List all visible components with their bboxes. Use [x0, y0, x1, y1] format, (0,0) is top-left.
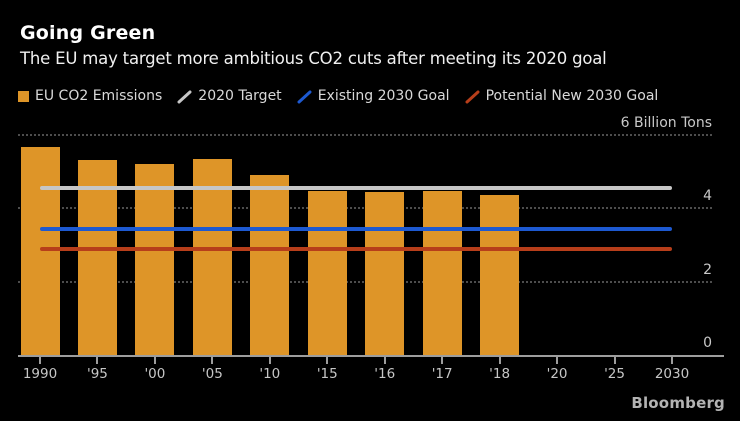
- x-axis-tick: [326, 357, 329, 364]
- x-axis-tick-label: '16: [374, 366, 396, 382]
- bar-'18: [480, 194, 520, 355]
- x-axis-tick-label: 2030: [654, 366, 690, 382]
- x-axis-tick-label: 1990: [22, 366, 58, 382]
- x-axis-tick: [556, 357, 559, 364]
- x-axis-tick: [613, 357, 616, 364]
- legend-square-swatch-icon: [18, 90, 29, 102]
- bar-'05: [192, 159, 232, 355]
- bar-'16: [365, 192, 405, 355]
- x-axis-tick-label: '15: [316, 366, 338, 382]
- x-axis-tick: [498, 357, 501, 364]
- chart-subtitle: The EU may target more ambitious CO2 cut…: [20, 49, 607, 68]
- legend-item: Potential New 2030 Goal: [465, 88, 659, 104]
- x-axis-tick-label: '18: [489, 366, 511, 382]
- bloomberg-logo: Bloomberg: [631, 394, 725, 412]
- x-axis-tick: [96, 357, 99, 364]
- gridline: [18, 207, 712, 210]
- bar-'15: [307, 191, 347, 355]
- reference-line-2020-target: [40, 186, 672, 191]
- y-axis-tick-label: 0: [703, 335, 712, 351]
- x-axis-tick: [153, 357, 156, 364]
- x-axis-tick: [268, 357, 271, 364]
- legend-item-label: Potential New 2030 Goal: [485, 88, 659, 104]
- x-axis-tick-label: '10: [259, 366, 281, 382]
- bar-'10: [250, 175, 290, 355]
- x-axis-tick: [383, 357, 386, 364]
- legend-line-swatch-icon: [297, 89, 312, 104]
- x-axis-tick-label: '25: [604, 366, 625, 382]
- legend-item-label: EU CO2 Emissions: [35, 88, 163, 104]
- reference-line-existing-2030-goal: [40, 226, 672, 231]
- bar-'00: [135, 163, 175, 355]
- y-axis-tick-label: 6 Billion Tons: [620, 115, 712, 131]
- reference-line-potential-new-2030-goal: [40, 246, 672, 251]
- legend-line-swatch-icon: [177, 89, 192, 104]
- legend-item: EU CO2 Emissions: [18, 88, 162, 104]
- bar-'17: [422, 190, 462, 355]
- chart-title: Going Green: [20, 22, 156, 44]
- x-axis-tick: [441, 357, 444, 364]
- legend-item: Existing 2030 Goal: [297, 88, 450, 104]
- x-axis-line: [18, 355, 724, 357]
- x-axis-tick-label: '95: [87, 366, 108, 382]
- y-axis-tick-label: 4: [703, 188, 712, 205]
- gridline: [18, 280, 712, 283]
- legend-item-label: Existing 2030 Goal: [317, 88, 450, 104]
- x-axis-tick: [39, 357, 41, 364]
- x-axis-tick-label: '17: [431, 366, 453, 382]
- bar-1990: [20, 147, 60, 355]
- x-axis-tick: [671, 357, 673, 364]
- x-axis-tick-label: '00: [144, 366, 166, 382]
- legend-item-label: 2020 Target: [198, 88, 282, 104]
- gridline: [18, 134, 712, 136]
- bar-'95: [77, 159, 117, 355]
- legend-item: 2020 Target: [177, 88, 282, 104]
- x-axis-tick-label: '20: [546, 366, 568, 382]
- legend-line-swatch-icon: [465, 89, 480, 104]
- x-axis-tick: [211, 357, 214, 364]
- y-axis-tick-label: 2: [703, 261, 712, 278]
- chart-legend: EU CO2 Emissions 2020 Target Existing 2030…: [18, 86, 728, 106]
- x-axis-tick-label: '05: [201, 366, 223, 382]
